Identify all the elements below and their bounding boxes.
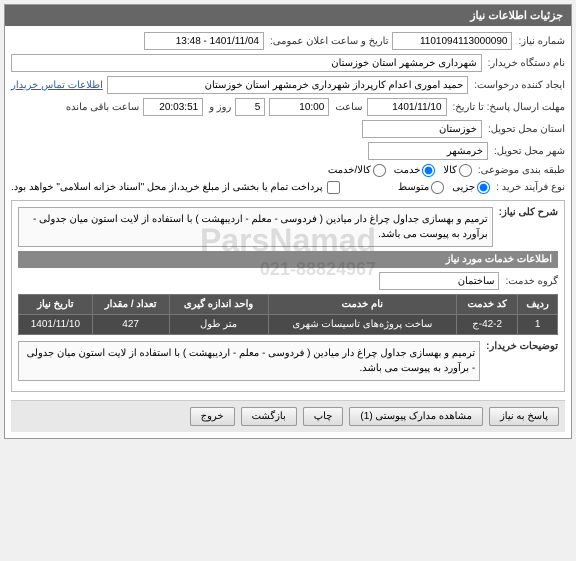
cat-goods-option[interactable]: کالا [443, 164, 472, 177]
city-field: خرمشهر [368, 142, 488, 160]
category-label: طبقه بندی موضوعی: [478, 165, 565, 176]
remain-label: ساعت باقی مانده [66, 102, 139, 113]
need-number-field: 1101094113000090 [392, 32, 512, 50]
back-button[interactable]: بازگشت [241, 407, 297, 426]
td-date: 1401/11/10 [19, 315, 93, 335]
category-radios: کالا خدمت کالا/خدمت [328, 164, 472, 177]
payment-note-label: پرداخت تمام یا بخشی از مبلغ خرید،از محل … [11, 182, 323, 193]
attachments-button[interactable]: مشاهده مدارک پیوستی (1) [349, 407, 483, 426]
days-field: 5 [235, 98, 265, 116]
announce-field: 1401/11/04 - 13:48 [144, 32, 264, 50]
cat-service-label: خدمت [394, 165, 421, 176]
exit-button[interactable]: خروج [190, 407, 235, 426]
city-label: شهر محل تحویل: [494, 146, 565, 157]
buyer-label: نام دستگاه خریدار: [488, 58, 565, 69]
payment-checkbox[interactable] [327, 181, 340, 194]
td-unit: متر طول [169, 315, 268, 335]
remain-time-field: 20:03:51 [143, 98, 203, 116]
need-main-label: شرح کلی نیاز: [499, 207, 558, 218]
need-detail-panel: شرح کلی نیاز: ترمیم و بهسازی جداول چراغ … [11, 200, 565, 392]
cat-goods-radio[interactable] [459, 164, 472, 177]
footer-bar: پاسخ به نیاز مشاهده مدارک پیوستی (1) چاپ… [11, 400, 565, 432]
need-number-label: شماره نیاز: [518, 36, 565, 47]
buyer-notes-text: ترمیم و بهسازی جداول چراغ دار میادین ( ف… [18, 341, 480, 381]
cat-both-option[interactable]: کالا/خدمت [328, 164, 386, 177]
services-title: اطلاعات خدمات مورد نیاز [18, 251, 558, 268]
group-label: گروه خدمت: [505, 276, 558, 287]
buyer-notes-label: توضیحات خریدار: [486, 341, 558, 352]
td-code: 42-2-ج [457, 315, 518, 335]
th-code: کد خدمت [457, 295, 518, 315]
contact-link[interactable]: اطلاعات تماس خریدار [11, 80, 103, 91]
province-field: خوزستان [362, 120, 482, 138]
proc-low-option[interactable]: جزیی [452, 181, 490, 194]
table-header-row: ردیف کد خدمت نام خدمت واحد اندازه گیری ت… [19, 295, 558, 315]
deadline-label: مهلت ارسال پاسخ: تا تاریخ: [453, 102, 565, 113]
panel-title: جزئیات اطلاعات نیاز [5, 5, 571, 26]
deadline-date-field: 1401/11/10 [367, 98, 447, 116]
hour-label: ساعت [335, 102, 362, 113]
group-field: ساختمان [379, 272, 499, 290]
cat-goods-label: کالا [443, 165, 457, 176]
cat-both-label: کالا/خدمت [328, 165, 371, 176]
proc-low-label: جزیی [452, 182, 475, 193]
main-panel: جزئیات اطلاعات نیاز شماره نیاز: 11010941… [4, 4, 572, 439]
announce-label: تاریخ و ساعت اعلان عمومی: [270, 36, 389, 47]
services-table: ردیف کد خدمت نام خدمت واحد اندازه گیری ت… [18, 294, 558, 335]
td-row: 1 [518, 315, 558, 335]
th-row: ردیف [518, 295, 558, 315]
print-button[interactable]: چاپ [303, 407, 344, 426]
buyer-field: شهرداری خرمشهر استان خوزستان [11, 54, 482, 72]
payment-note-option[interactable]: پرداخت تمام یا بخشی از مبلغ خرید،از محل … [11, 181, 340, 194]
cat-service-radio[interactable] [422, 164, 435, 177]
table-row: 1 42-2-ج ساخت پروژه‌های تاسیسات شهری متر… [19, 315, 558, 335]
th-unit: واحد اندازه گیری [169, 295, 268, 315]
need-main-text: ترمیم و بهسازی جداول چراغ دار میادین ( ف… [18, 207, 493, 247]
province-label: استان محل تحویل: [488, 124, 565, 135]
day-label: روز و [209, 102, 231, 113]
requester-field: حمید اموری اعدام کارپرداز شهرداری خرمشهر… [107, 76, 468, 94]
proc-med-radio[interactable] [431, 181, 444, 194]
th-name: نام خدمت [268, 295, 456, 315]
cat-service-option[interactable]: خدمت [394, 164, 436, 177]
td-name: ساخت پروژه‌های تاسیسات شهری [268, 315, 456, 335]
proc-low-radio[interactable] [477, 181, 490, 194]
proc-med-option[interactable]: متوسط [398, 181, 444, 194]
requester-label: ایجاد کننده درخواست: [474, 80, 565, 91]
td-qty: 427 [92, 315, 169, 335]
deadline-hour-field: 10:00 [269, 98, 329, 116]
cat-both-radio[interactable] [373, 164, 386, 177]
proc-med-label: متوسط [398, 182, 429, 193]
process-label: نوع فرآیند خرید : [496, 182, 565, 193]
process-radios: جزیی متوسط [398, 181, 490, 194]
th-date: تاریخ نیاز [19, 295, 93, 315]
th-qty: تعداد / مقدار [92, 295, 169, 315]
respond-button[interactable]: پاسخ به نیاز [489, 407, 559, 426]
